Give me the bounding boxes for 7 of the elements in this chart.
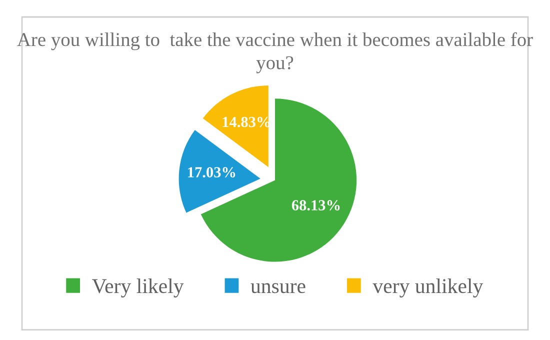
legend-label: very unlikely [372, 278, 484, 298]
chart-title: Are you willing to take the vaccine when it becomes available for you? [17, 32, 533, 74]
legend-label: Very likely [92, 278, 184, 298]
data-label: 14.83% [222, 116, 270, 128]
legend-label: unsure [250, 283, 306, 294]
data-label: 68.13% [292, 200, 340, 211]
data-label: 17.03% [188, 167, 236, 178]
